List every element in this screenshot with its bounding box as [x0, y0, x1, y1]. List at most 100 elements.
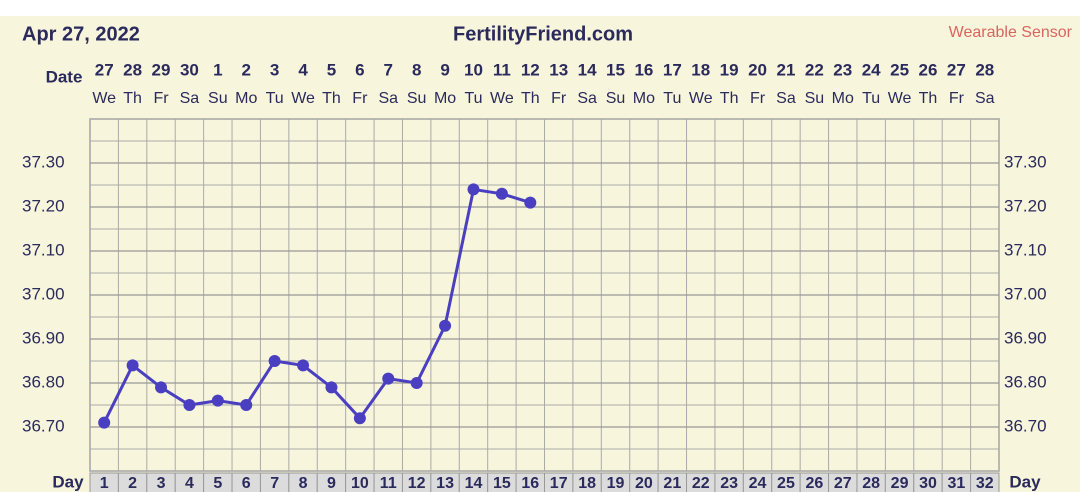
weekday-label: Sa	[577, 90, 597, 107]
y-tick-label-right: 36.70	[1004, 416, 1047, 435]
weekday-label: Sa	[378, 90, 398, 107]
date-label: 21	[776, 60, 795, 79]
weekday-label: Tu	[663, 90, 681, 107]
x-tick-label: 17	[550, 475, 568, 492]
y-tick-label-right: 36.80	[1004, 372, 1047, 391]
weekday-label: Fr	[949, 90, 965, 107]
date-label: 27	[95, 60, 114, 79]
chart-date: Apr 27, 2022	[22, 23, 140, 45]
x-tick-label: 14	[465, 475, 483, 492]
date-label: 8	[412, 60, 421, 79]
data-point	[382, 372, 395, 385]
top-strip	[0, 0, 1080, 16]
weekday-label: Tu	[266, 90, 284, 107]
date-label: 25	[890, 60, 909, 79]
x-tick-label: 18	[578, 475, 596, 492]
weekday-label: Mo	[633, 90, 655, 107]
x-tick-label: 1	[100, 475, 109, 492]
date-label: 17	[663, 60, 682, 79]
weekday-label: Sa	[975, 90, 995, 107]
data-point	[98, 416, 111, 429]
x-tick-label: 20	[635, 475, 653, 492]
data-point	[183, 399, 196, 411]
x-tick-label: 11	[380, 475, 397, 492]
y-tick-label-right: 36.90	[1004, 328, 1047, 347]
weekday-label: Sa	[776, 90, 796, 107]
date-label: 11	[493, 60, 511, 79]
weekday-label: Mo	[235, 90, 257, 107]
weekday-label: Fr	[153, 90, 169, 107]
weekday-label: Mo	[832, 90, 854, 107]
data-line	[102, 187, 531, 424]
chart-title: FertilityFriend.com	[453, 23, 633, 45]
weekday-label: Th	[521, 90, 540, 107]
data-point	[439, 319, 452, 332]
x-tick-label: 16	[521, 475, 539, 492]
date-label: Date	[46, 67, 83, 86]
data-point	[495, 187, 508, 200]
date-label: 4	[298, 60, 308, 79]
x-tick-label: 19	[607, 475, 625, 492]
data-point	[155, 381, 168, 394]
x-tick-label: 9	[327, 475, 336, 492]
source-label: Wearable Sensor	[949, 24, 1073, 41]
x-tick-label: 26	[805, 475, 823, 492]
data-point	[410, 377, 423, 389]
data-point	[240, 399, 253, 411]
weekday-label: Fr	[750, 90, 766, 107]
date-label: 12	[521, 60, 540, 79]
date-label: 28	[975, 60, 994, 79]
y-tick-label: 36.90	[22, 328, 65, 347]
weekday-label: Th	[322, 90, 341, 107]
date-label: 22	[805, 60, 824, 79]
x-tick-label: 31	[947, 475, 965, 492]
x-tick-label: 24	[749, 475, 767, 492]
x-tick-label: 3	[157, 475, 166, 492]
date-label: 14	[578, 60, 597, 79]
date-label: 2	[242, 60, 251, 79]
x-tick-label: 8	[299, 475, 308, 492]
x-tick-label: 10	[351, 475, 369, 492]
weekday-label: Sa	[180, 90, 200, 107]
y-tick-label: 36.70	[22, 416, 65, 435]
weekday-label: Fr	[352, 90, 368, 107]
x-tick-label: 15	[493, 475, 511, 492]
x-tick-label: 29	[891, 475, 909, 492]
weekday-label: Su	[407, 90, 427, 107]
weekday-label: Su	[606, 90, 626, 107]
date-label: 19	[720, 60, 739, 79]
date-label: 30	[180, 60, 199, 79]
data-point	[211, 394, 224, 407]
x-tick-label: 28	[862, 475, 880, 492]
date-label: 20	[748, 60, 767, 79]
date-label: 15	[606, 60, 625, 79]
weekday-label: Mo	[434, 90, 456, 107]
data-point	[126, 359, 139, 372]
weekday-label: Su	[208, 90, 228, 107]
y-tick-label: 37.30	[22, 152, 65, 171]
y-tick-label: 37.10	[22, 240, 65, 259]
weekday-label: Th	[919, 90, 938, 107]
y-tick-label: 37.20	[22, 196, 65, 215]
weekday-label: Tu	[862, 90, 880, 107]
x-tick-label: 13	[436, 475, 454, 492]
x-tick-label: 7	[270, 475, 279, 492]
x-tick-label: 5	[213, 475, 222, 492]
day-label: Day	[1009, 472, 1041, 491]
date-label: 10	[464, 60, 483, 79]
x-tick-label: 32	[976, 475, 994, 492]
weekday-label: We	[490, 90, 514, 107]
x-tick-label: 27	[834, 475, 852, 492]
date-label: 18	[691, 60, 710, 79]
day-cell	[970, 472, 1000, 492]
x-tick-label: 21	[663, 475, 681, 492]
date-label: 23	[833, 60, 852, 79]
weekday-label: We	[291, 90, 315, 107]
data-point	[524, 196, 537, 209]
weekday-label: Th	[720, 90, 739, 107]
date-label: 13	[549, 60, 568, 79]
y-tick-label-right: 37.00	[1004, 284, 1047, 303]
x-tick-label: 23	[720, 475, 738, 492]
weekday-label: We	[888, 90, 912, 107]
